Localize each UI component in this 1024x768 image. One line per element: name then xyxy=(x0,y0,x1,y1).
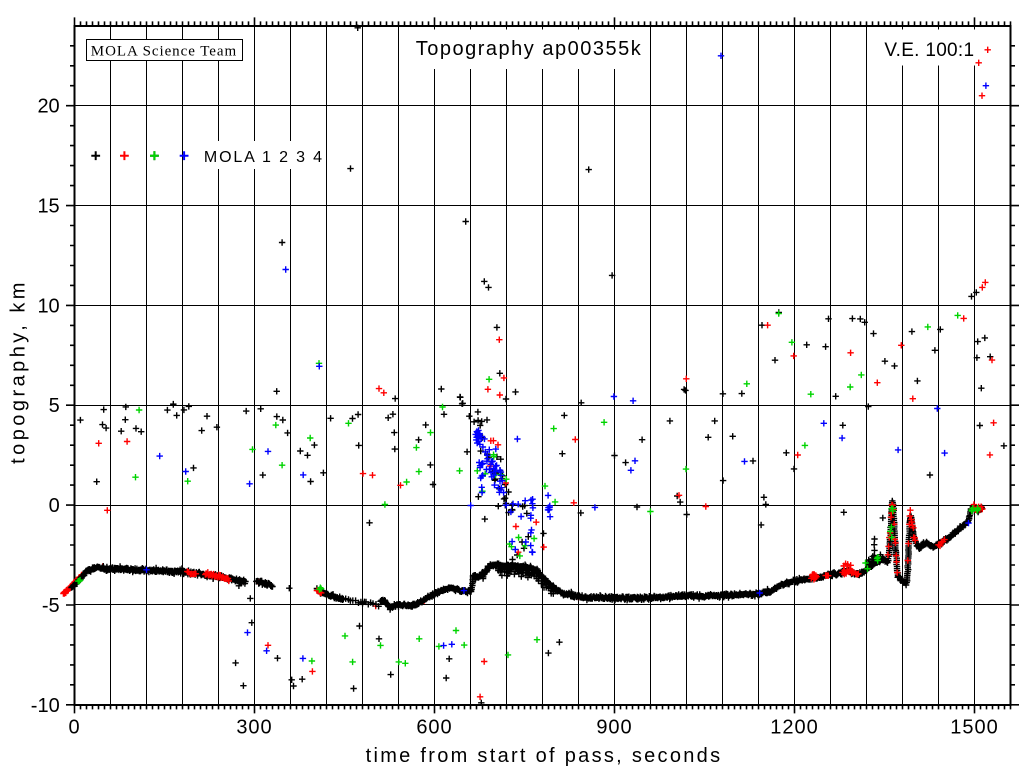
svg-text:900: 900 xyxy=(596,717,632,739)
svg-text:time from start of pass, secon: time from start of pass, seconds xyxy=(366,745,723,767)
svg-text:300: 300 xyxy=(236,717,272,739)
svg-text:5: 5 xyxy=(49,395,60,417)
svg-text:V.E. 100:1: V.E. 100:1 xyxy=(884,40,974,61)
svg-text:10: 10 xyxy=(37,295,59,317)
svg-text:Topography ap00355k: Topography ap00355k xyxy=(416,38,642,60)
svg-text:1500: 1500 xyxy=(950,717,999,739)
svg-text:20: 20 xyxy=(37,95,59,117)
svg-text:1200: 1200 xyxy=(770,717,819,739)
svg-text:600: 600 xyxy=(416,717,452,739)
svg-text:topography, km: topography, km xyxy=(8,279,30,464)
svg-text:MOLA 1 2 3 4: MOLA 1 2 3 4 xyxy=(204,149,324,166)
svg-text:-10: -10 xyxy=(31,695,60,717)
svg-text:0: 0 xyxy=(49,495,60,517)
svg-text:-5: -5 xyxy=(42,595,60,617)
svg-text:MOLA Science Team: MOLA Science Team xyxy=(91,44,237,60)
svg-text:0: 0 xyxy=(68,717,79,739)
svg-text:15: 15 xyxy=(37,195,59,217)
